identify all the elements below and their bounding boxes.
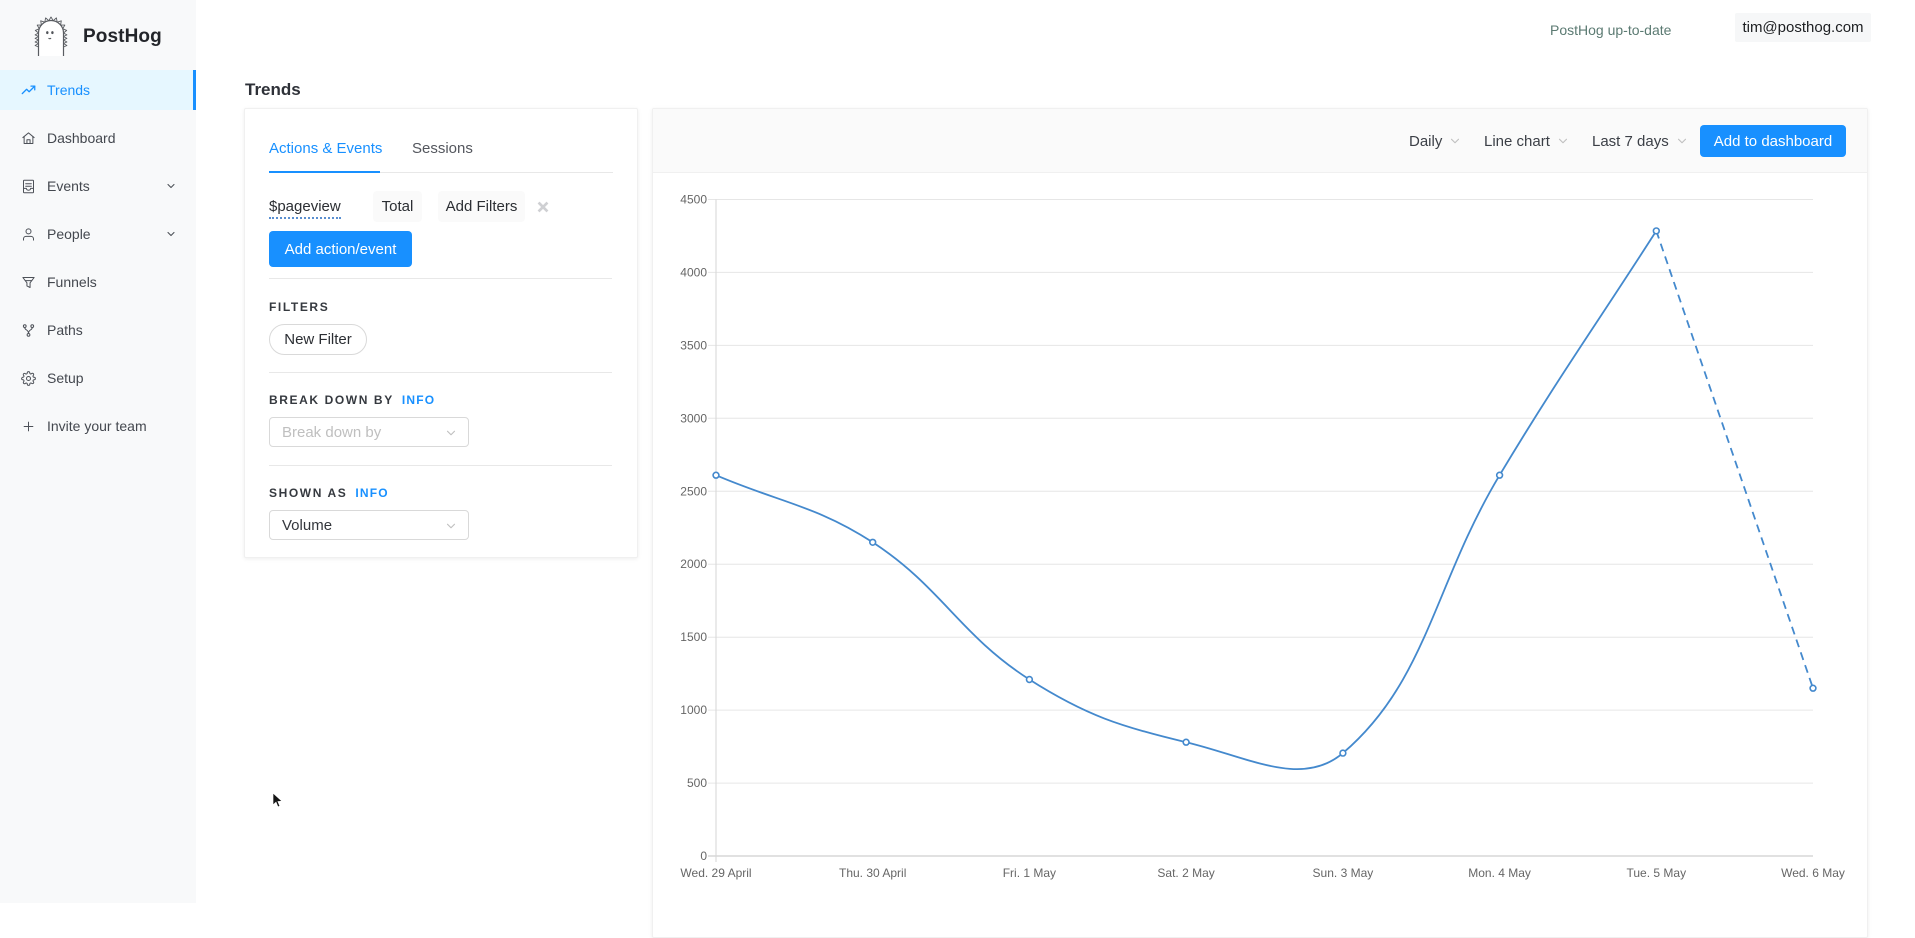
svg-text:Fri. 1 May: Fri. 1 May (1003, 866, 1056, 880)
svg-text:1500: 1500 (680, 630, 707, 644)
svg-text:500: 500 (687, 776, 707, 790)
svg-text:0: 0 (700, 849, 707, 863)
svg-text:2500: 2500 (680, 484, 707, 498)
svg-text:Wed. 29 April: Wed. 29 April (680, 866, 751, 880)
svg-text:Thu. 30 April: Thu. 30 April (839, 866, 906, 880)
svg-text:1000: 1000 (680, 703, 707, 717)
svg-text:4000: 4000 (680, 265, 707, 279)
svg-text:Sat. 2 May: Sat. 2 May (1157, 866, 1214, 880)
svg-text:Mon. 4 May: Mon. 4 May (1468, 866, 1531, 880)
svg-text:Sun. 3 May: Sun. 3 May (1313, 866, 1374, 880)
svg-text:Wed. 6 May: Wed. 6 May (1781, 866, 1845, 880)
svg-text:2000: 2000 (680, 557, 707, 571)
svg-text:Tue. 5 May: Tue. 5 May (1627, 866, 1687, 880)
svg-text:4500: 4500 (680, 193, 707, 207)
svg-text:3500: 3500 (680, 338, 707, 352)
svg-text:3000: 3000 (680, 411, 707, 425)
